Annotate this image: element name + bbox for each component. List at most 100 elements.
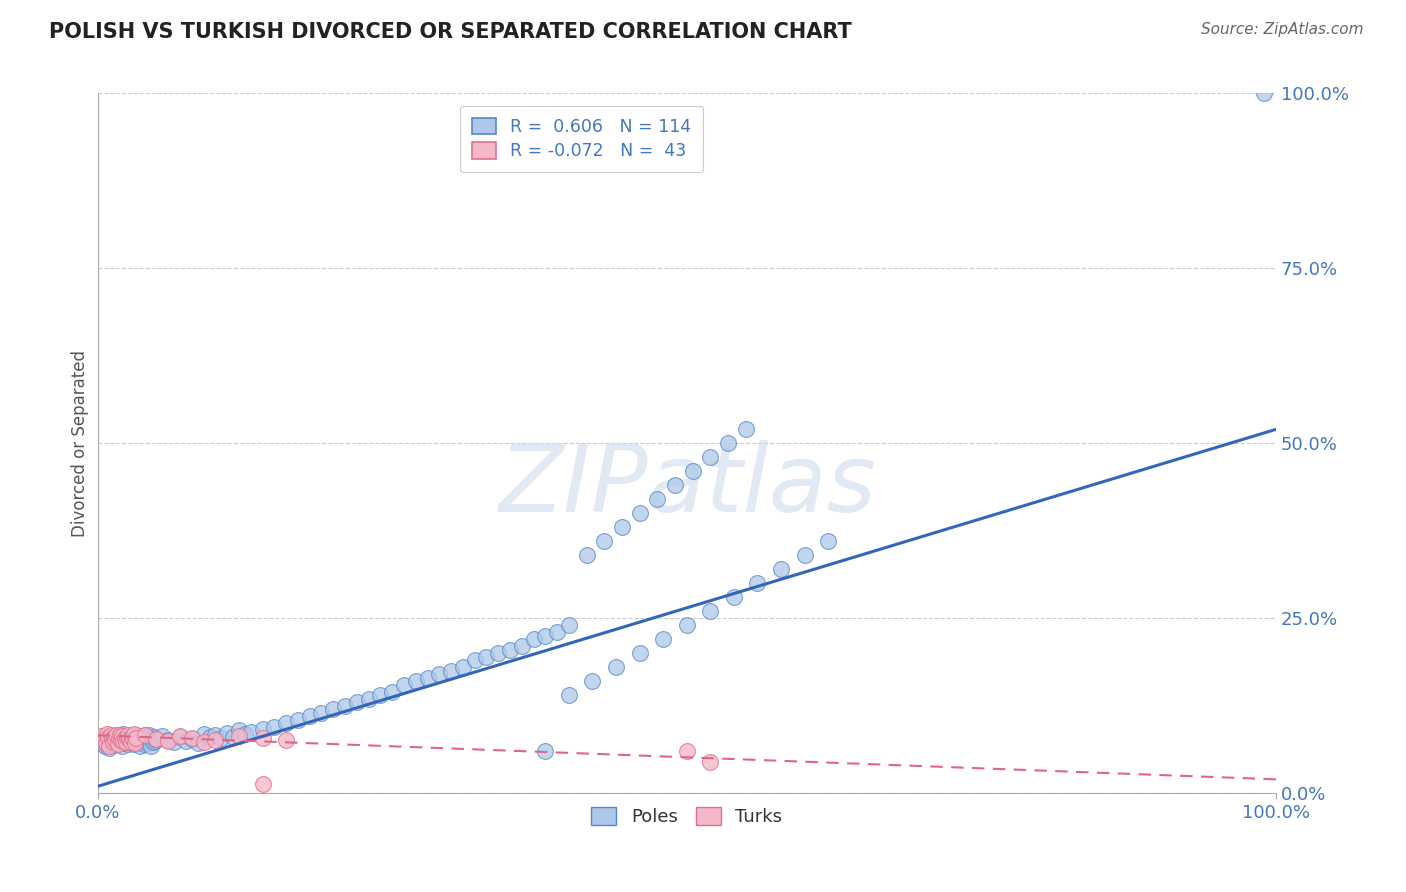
Point bbox=[581, 674, 603, 689]
Point bbox=[132, 737, 155, 751]
Point bbox=[717, 436, 740, 450]
Point bbox=[93, 734, 115, 748]
Point bbox=[103, 731, 125, 745]
Point bbox=[734, 422, 756, 436]
Point bbox=[108, 728, 131, 742]
Point bbox=[103, 729, 125, 743]
Point bbox=[180, 731, 202, 746]
Point bbox=[117, 737, 139, 751]
Point bbox=[204, 728, 226, 742]
Point bbox=[98, 739, 121, 753]
Point bbox=[534, 629, 557, 643]
Point bbox=[198, 731, 221, 745]
Point bbox=[1253, 87, 1275, 101]
Point bbox=[346, 695, 368, 709]
Point bbox=[129, 739, 152, 753]
Point bbox=[427, 667, 450, 681]
Point bbox=[121, 729, 143, 743]
Point bbox=[252, 777, 274, 791]
Point bbox=[112, 734, 135, 748]
Point bbox=[475, 649, 498, 664]
Y-axis label: Divorced or Separated: Divorced or Separated bbox=[72, 350, 89, 537]
Point bbox=[664, 478, 686, 492]
Point bbox=[101, 738, 124, 752]
Point bbox=[416, 671, 439, 685]
Point bbox=[120, 734, 142, 748]
Point bbox=[97, 731, 120, 745]
Point bbox=[94, 736, 117, 750]
Point bbox=[122, 733, 145, 747]
Point bbox=[90, 734, 112, 748]
Point bbox=[228, 729, 250, 743]
Point bbox=[120, 734, 142, 748]
Point bbox=[143, 730, 166, 744]
Point bbox=[105, 732, 128, 747]
Point bbox=[93, 731, 115, 746]
Point bbox=[193, 735, 215, 749]
Point bbox=[122, 727, 145, 741]
Point bbox=[145, 731, 167, 746]
Point bbox=[128, 732, 150, 747]
Point bbox=[180, 731, 202, 745]
Point bbox=[100, 735, 122, 749]
Point bbox=[110, 733, 132, 747]
Text: Source: ZipAtlas.com: Source: ZipAtlas.com bbox=[1201, 22, 1364, 37]
Point bbox=[682, 464, 704, 478]
Point bbox=[233, 727, 256, 741]
Point bbox=[94, 736, 117, 750]
Point bbox=[217, 726, 239, 740]
Point bbox=[381, 685, 404, 699]
Point bbox=[124, 736, 146, 750]
Point bbox=[100, 728, 122, 742]
Point bbox=[143, 734, 166, 748]
Point bbox=[115, 731, 138, 745]
Point bbox=[136, 736, 159, 750]
Point bbox=[138, 727, 160, 741]
Point bbox=[93, 737, 115, 751]
Point bbox=[392, 678, 415, 692]
Point bbox=[675, 744, 697, 758]
Point bbox=[209, 731, 232, 745]
Point bbox=[110, 731, 132, 745]
Point bbox=[112, 727, 135, 741]
Point bbox=[122, 731, 145, 746]
Legend: Poles, Turks: Poles, Turks bbox=[583, 800, 790, 833]
Point bbox=[593, 534, 616, 549]
Point bbox=[228, 723, 250, 738]
Point bbox=[440, 664, 463, 678]
Point bbox=[124, 731, 146, 745]
Point bbox=[747, 576, 769, 591]
Point bbox=[125, 731, 148, 745]
Point bbox=[193, 727, 215, 741]
Point bbox=[107, 737, 129, 751]
Point bbox=[723, 591, 745, 605]
Point bbox=[699, 755, 721, 769]
Text: ZIPatlas: ZIPatlas bbox=[498, 440, 876, 531]
Point bbox=[817, 534, 839, 549]
Point bbox=[139, 739, 162, 753]
Point bbox=[114, 736, 136, 750]
Point bbox=[793, 549, 815, 563]
Point bbox=[558, 618, 581, 632]
Point bbox=[107, 737, 129, 751]
Point bbox=[628, 646, 651, 660]
Point bbox=[163, 735, 186, 749]
Point bbox=[169, 731, 191, 745]
Point bbox=[298, 709, 321, 723]
Point bbox=[134, 728, 156, 742]
Point bbox=[274, 716, 297, 731]
Point bbox=[104, 734, 127, 748]
Point bbox=[770, 562, 793, 576]
Point bbox=[699, 604, 721, 618]
Point bbox=[311, 706, 333, 720]
Point bbox=[114, 731, 136, 745]
Point bbox=[575, 549, 598, 563]
Point bbox=[204, 733, 226, 747]
Point bbox=[117, 728, 139, 742]
Point bbox=[263, 720, 285, 734]
Point bbox=[652, 632, 675, 647]
Point bbox=[333, 698, 356, 713]
Point bbox=[699, 450, 721, 465]
Point bbox=[96, 727, 118, 741]
Point bbox=[157, 734, 180, 748]
